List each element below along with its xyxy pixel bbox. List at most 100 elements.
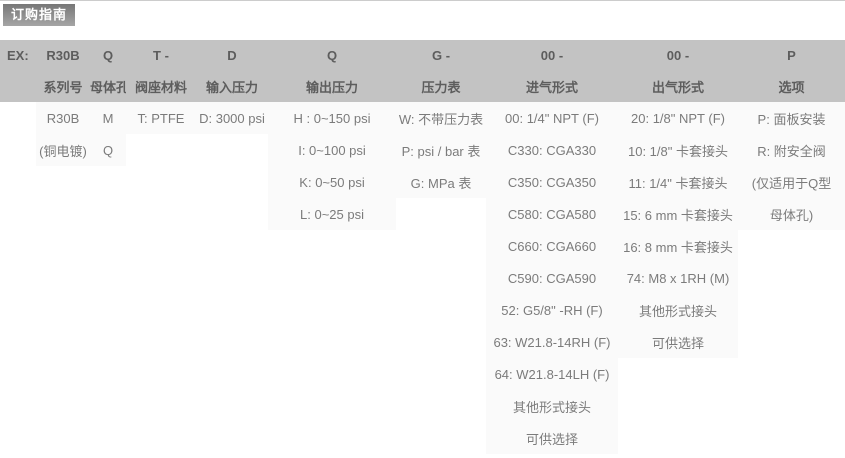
ordering-guide-badge: 订购指南 xyxy=(3,4,76,26)
table-cell xyxy=(196,358,268,390)
table-cell: L: 0~25 psi xyxy=(268,198,396,230)
table-cell: 64: W21.8-14LH (F) xyxy=(486,358,618,390)
table-cell: D: 3000 psi xyxy=(196,102,268,134)
table-cell: 63: W21.8-14RH (F) xyxy=(486,326,618,358)
example-label: EX: xyxy=(0,40,36,71)
header-label-inlet-connection: 进气形式 xyxy=(486,71,618,102)
table-cell xyxy=(36,422,90,454)
table-cell xyxy=(396,358,486,390)
table-cell xyxy=(126,166,196,198)
table-cell xyxy=(738,294,845,326)
table-cell xyxy=(36,166,90,198)
header-code-outlet-connection: 00 - xyxy=(618,40,738,71)
table-cell xyxy=(196,230,268,262)
header-label-spacer xyxy=(0,71,36,102)
table-cell xyxy=(738,262,845,294)
table-cell xyxy=(126,390,196,422)
header-code-inlet-connection: 00 - xyxy=(486,40,618,71)
table-cell xyxy=(196,166,268,198)
header-code-options: P xyxy=(738,40,845,71)
table-cell xyxy=(126,358,196,390)
table-cell: W: 不带压力表 xyxy=(396,102,486,134)
table-cell: 00: 1/4" NPT (F) xyxy=(486,102,618,134)
table-cell xyxy=(618,390,738,422)
table-cell xyxy=(618,358,738,390)
table-cell: 可供选择 xyxy=(486,422,618,454)
table-row: 64: W21.8-14LH (F) xyxy=(0,358,845,390)
table-cell xyxy=(36,390,90,422)
table-cell: 母体孔) xyxy=(738,198,845,230)
table-cell xyxy=(90,198,126,230)
header-label-port: 母体孔 xyxy=(90,71,126,102)
table-cell: 16: 8 mm 卡套接头 xyxy=(618,230,738,262)
table-cell: (铜电镀) xyxy=(36,134,90,166)
header-code-port: Q xyxy=(90,40,126,71)
table-cell xyxy=(396,422,486,454)
table-cell xyxy=(396,326,486,358)
header-code-inlet-pressure: D xyxy=(196,40,268,71)
header-label-seat: 阀座材料 xyxy=(126,71,196,102)
table-cell xyxy=(0,358,36,390)
table-cell xyxy=(0,102,36,134)
table-cell xyxy=(0,198,36,230)
table-cell: R: 附安全阀 xyxy=(738,134,845,166)
table-row: 可供选择 xyxy=(0,422,845,454)
table-cell xyxy=(196,134,268,166)
table-cell: H : 0~150 psi xyxy=(268,102,396,134)
table-cell: P: 面板安装 xyxy=(738,102,845,134)
table-cell xyxy=(268,422,396,454)
table-row: 52: G5/8" -RH (F) 其他形式接头 xyxy=(0,294,845,326)
table-cell xyxy=(36,326,90,358)
table-cell xyxy=(268,390,396,422)
header-code-seat: T - xyxy=(126,40,196,71)
table-cell: R30B xyxy=(36,102,90,134)
table-cell xyxy=(90,166,126,198)
table-row: C590: CGA590 74: M8 x 1RH (M) xyxy=(0,262,845,294)
table-cell xyxy=(396,230,486,262)
table-cell xyxy=(126,134,196,166)
table-cell xyxy=(90,230,126,262)
table-cell: Q xyxy=(90,134,126,166)
header-label-row: 系列号 母体孔 阀座材料 输入压力 输出压力 压力表 进气形式 出气形式 选项 xyxy=(0,71,845,102)
table-cell xyxy=(36,262,90,294)
table-cell xyxy=(738,390,845,422)
table-cell xyxy=(36,358,90,390)
table-cell xyxy=(738,422,845,454)
table-cell xyxy=(90,422,126,454)
table-row: 其他形式接头 xyxy=(0,390,845,422)
table-cell: 20: 1/8" NPT (F) xyxy=(618,102,738,134)
table-cell xyxy=(196,422,268,454)
table-cell xyxy=(126,326,196,358)
table-cell: (仅适用于Q型 xyxy=(738,166,845,198)
table-cell xyxy=(738,358,845,390)
table-row: K: 0~50 psi G: MPa 表 C350: CGA350 11: 1/4" … xyxy=(0,166,845,198)
table-row: C660: CGA660 16: 8 mm 卡套接头 xyxy=(0,230,845,262)
table-cell: C660: CGA660 xyxy=(486,230,618,262)
table-cell xyxy=(196,390,268,422)
header-code-series: R30B xyxy=(36,40,90,71)
table-cell xyxy=(90,358,126,390)
table-cell: G: MPa 表 xyxy=(396,166,486,198)
table-cell: I: 0~100 psi xyxy=(268,134,396,166)
table-cell xyxy=(0,262,36,294)
table-cell xyxy=(268,262,396,294)
table-row: L: 0~25 psi C580: CGA580 15: 6 mm 卡套接头 母体孔) xyxy=(0,198,845,230)
table-cell xyxy=(90,390,126,422)
table-cell: K: 0~50 psi xyxy=(268,166,396,198)
table-cell: 74: M8 x 1RH (M) xyxy=(618,262,738,294)
table-body: R30B M T: PTFE D: 3000 psi H : 0~150 psi W: 不… xyxy=(0,102,845,454)
header-code-gauge: G - xyxy=(396,40,486,71)
table-row: R30B M T: PTFE D: 3000 psi H : 0~150 psi W: 不… xyxy=(0,102,845,134)
table-cell xyxy=(0,134,36,166)
ordering-guide-table: EX: R30B Q T - D Q G - 00 - 00 - P 系列号 母… xyxy=(0,40,845,454)
table-cell xyxy=(268,230,396,262)
table-cell xyxy=(0,422,36,454)
header-label-outlet-pressure: 输出压力 xyxy=(268,71,396,102)
table-cell xyxy=(126,422,196,454)
table-row: 63: W21.8-14RH (F) 可供选择 xyxy=(0,326,845,358)
table-cell: 11: 1/4" 卡套接头 xyxy=(618,166,738,198)
table-cell: 可供选择 xyxy=(618,326,738,358)
header-code-outlet-pressure: Q xyxy=(268,40,396,71)
table-cell xyxy=(36,294,90,326)
